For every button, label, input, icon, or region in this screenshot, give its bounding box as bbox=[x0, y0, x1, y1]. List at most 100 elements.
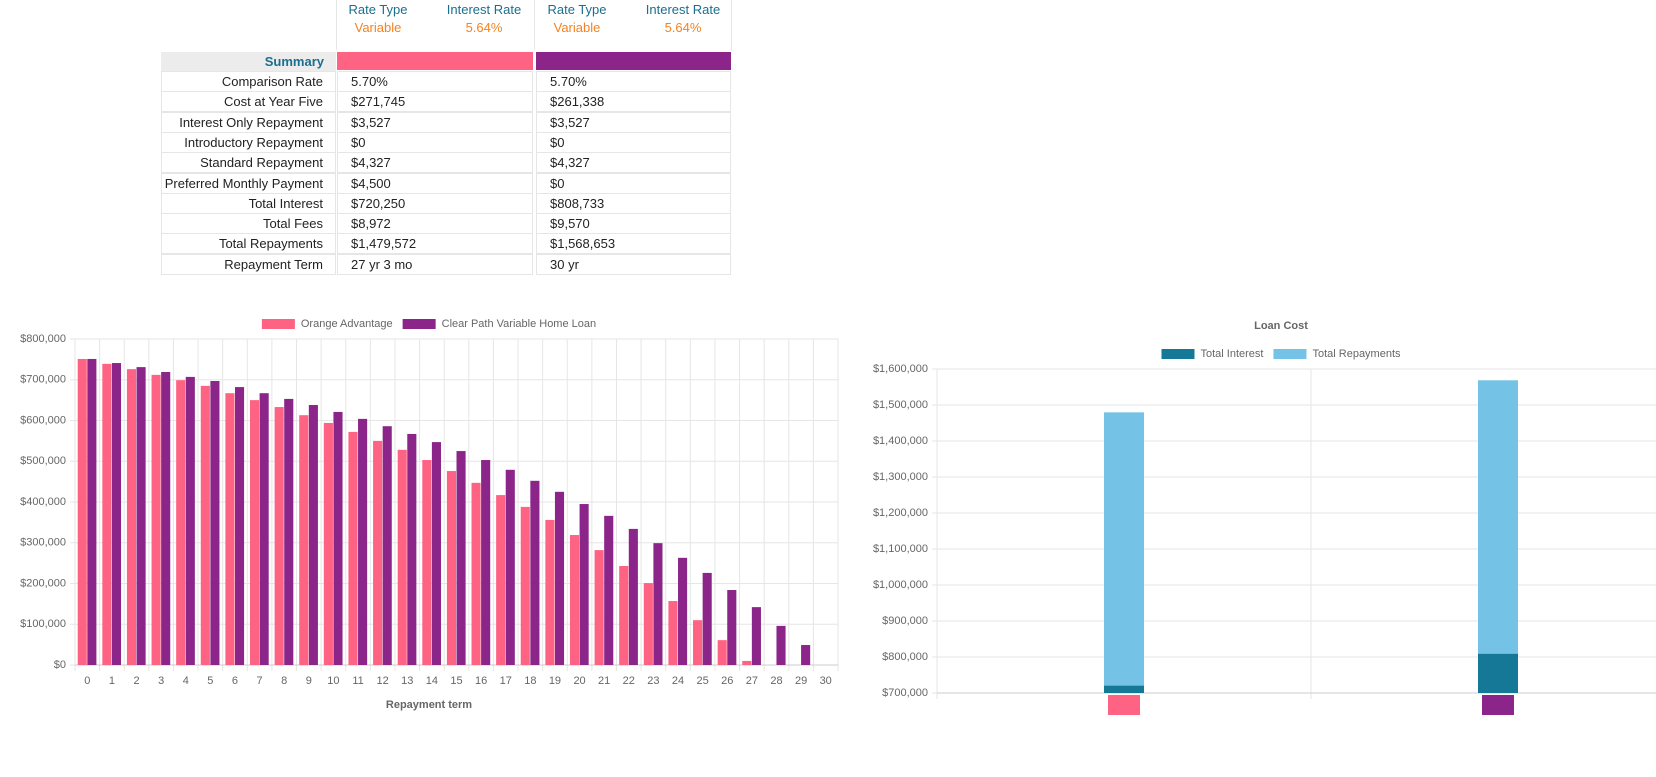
bar bbox=[176, 380, 186, 665]
row-value: $0 bbox=[536, 131, 731, 153]
row-value: $3,527 bbox=[536, 111, 731, 133]
bar bbox=[422, 460, 432, 665]
bar bbox=[185, 376, 195, 665]
bar bbox=[234, 387, 245, 665]
row-value: $261,338 bbox=[536, 91, 731, 113]
legend-swatch bbox=[1273, 349, 1307, 359]
x-tick-label: 17 bbox=[500, 675, 512, 687]
bar bbox=[333, 411, 343, 665]
bar bbox=[87, 358, 97, 665]
y-tick-label: $1,500,000 bbox=[873, 399, 928, 411]
y-tick-label: $1,100,000 bbox=[873, 543, 928, 555]
row-value: $0 bbox=[337, 131, 533, 153]
row-value: 30 yr bbox=[536, 253, 731, 275]
x-tick-label: 16 bbox=[475, 675, 487, 687]
y-tick-label: $800,000 bbox=[20, 333, 66, 345]
chart-title: Loan Cost bbox=[1254, 320, 1308, 332]
bar bbox=[776, 625, 786, 665]
x-tick-label: 15 bbox=[450, 675, 462, 687]
y-tick-label: $1,000,000 bbox=[873, 579, 928, 591]
row-value: $1,568,653 bbox=[536, 233, 731, 255]
x-tick-label: 14 bbox=[426, 675, 438, 687]
bar bbox=[299, 415, 309, 665]
row-label: Repayment Term bbox=[161, 253, 336, 275]
bar bbox=[520, 506, 530, 665]
x-tick-label: 3 bbox=[158, 675, 164, 687]
bar bbox=[643, 583, 653, 665]
x-tick-label: 0 bbox=[84, 675, 90, 687]
x-tick-label: 6 bbox=[232, 675, 238, 687]
y-tick-label: $200,000 bbox=[20, 577, 66, 589]
row-label: Total Repayments bbox=[161, 233, 336, 255]
bar bbox=[702, 572, 712, 665]
category-swatch bbox=[1482, 695, 1514, 715]
row-label: Total Interest bbox=[161, 192, 336, 214]
bar bbox=[373, 440, 383, 665]
row-label: Total Fees bbox=[161, 213, 336, 235]
legend-swatch bbox=[1161, 349, 1195, 359]
y-tick-label: $900,000 bbox=[882, 615, 928, 627]
bar bbox=[111, 363, 122, 665]
bar bbox=[323, 422, 333, 665]
column-border bbox=[534, 0, 535, 50]
bar bbox=[1104, 412, 1144, 693]
bar bbox=[161, 372, 171, 665]
x-tick-label: 26 bbox=[721, 675, 733, 687]
y-tick-label: $1,300,000 bbox=[873, 471, 928, 483]
summary-color-bar bbox=[337, 52, 533, 70]
x-tick-label: 4 bbox=[183, 675, 189, 687]
bar bbox=[259, 393, 269, 665]
row-label: Introductory Repayment bbox=[161, 131, 336, 153]
x-tick-label: 27 bbox=[746, 675, 758, 687]
interest-rate-header: Interest Rate bbox=[446, 2, 522, 17]
summary-color-bar bbox=[536, 52, 731, 70]
bar bbox=[530, 480, 540, 665]
interest-rate-header: Interest Rate bbox=[645, 2, 721, 17]
legend-swatch bbox=[402, 319, 436, 329]
y-tick-label: $700,000 bbox=[20, 374, 66, 386]
bar bbox=[308, 405, 318, 665]
x-tick-label: 19 bbox=[549, 675, 561, 687]
rate-type-header: Rate Type bbox=[348, 2, 408, 17]
row-value: $4,327 bbox=[337, 152, 533, 174]
bar bbox=[407, 433, 417, 665]
bar bbox=[456, 451, 466, 665]
bar bbox=[751, 607, 761, 665]
x-tick-label: 13 bbox=[401, 675, 413, 687]
row-value: $271,745 bbox=[337, 91, 533, 113]
summary-label: Summary bbox=[161, 52, 336, 71]
bar bbox=[727, 590, 737, 665]
bar bbox=[274, 407, 284, 665]
y-tick-label: $0 bbox=[54, 659, 66, 671]
x-tick-label: 22 bbox=[623, 675, 635, 687]
bar bbox=[594, 550, 604, 665]
x-tick-label: 10 bbox=[327, 675, 339, 687]
bar bbox=[77, 358, 87, 665]
rate-type-value: Variable bbox=[354, 20, 402, 35]
x-tick-label: 12 bbox=[377, 675, 389, 687]
category-swatch bbox=[1108, 695, 1140, 715]
bar bbox=[619, 565, 629, 665]
row-label: Preferred Monthly Payment bbox=[161, 172, 336, 194]
y-tick-label: $300,000 bbox=[20, 537, 66, 549]
column-border bbox=[336, 0, 337, 50]
row-value: $4,327 bbox=[536, 152, 731, 174]
bar bbox=[249, 400, 260, 665]
bar bbox=[471, 482, 481, 665]
legend-label: Clear Path Variable Home Loan bbox=[442, 318, 597, 330]
x-tick-label: 21 bbox=[598, 675, 610, 687]
legend-label: Total Interest bbox=[1200, 348, 1263, 360]
x-tick-label: 23 bbox=[647, 675, 659, 687]
x-tick-label: 1 bbox=[109, 675, 115, 687]
bar bbox=[554, 491, 565, 665]
bar bbox=[678, 557, 688, 665]
x-tick-label: 18 bbox=[524, 675, 536, 687]
x-tick-label: 11 bbox=[352, 675, 363, 687]
bar bbox=[151, 374, 161, 665]
x-tick-label: 20 bbox=[573, 675, 585, 687]
row-value: $808,733 bbox=[536, 192, 731, 214]
bar bbox=[431, 442, 441, 665]
y-tick-label: $1,400,000 bbox=[873, 435, 928, 447]
bar bbox=[717, 640, 727, 665]
